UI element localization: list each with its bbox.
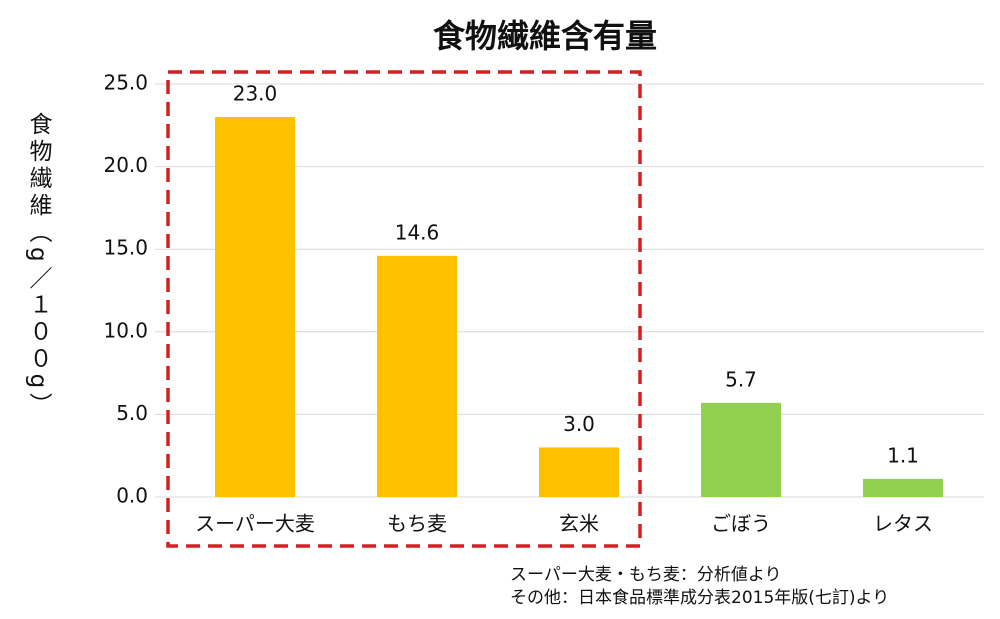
footnote: スーパー大麦・もち麦：分析値より	[510, 565, 782, 585]
bar	[863, 478, 943, 497]
y-tick-label: 0.0	[116, 484, 148, 508]
bar	[215, 117, 295, 497]
y-tick-label: 15.0	[103, 236, 148, 260]
x-tick-label: レタス	[873, 512, 933, 536]
y-tick-label: 10.0	[103, 318, 148, 342]
value-label: 23.0	[233, 82, 278, 106]
y-axis-label: 食物繊維（g／１００g）	[25, 112, 53, 419]
value-label: 3.0	[563, 412, 595, 436]
y-tick-label: 20.0	[103, 153, 148, 177]
value-label: 1.1	[887, 443, 919, 467]
x-tick-label: もち麦	[387, 512, 447, 536]
value-label: 5.7	[725, 367, 757, 391]
bar	[539, 447, 619, 497]
y-tick-label: 5.0	[116, 401, 148, 425]
bar	[701, 402, 781, 497]
x-tick-label: ごぼう	[711, 512, 771, 536]
highlight-box	[166, 70, 642, 548]
x-tick-label: 玄米	[559, 512, 599, 536]
footnote: その他：日本食品標準成分表2015年版(七訂)より	[510, 588, 889, 608]
bar	[377, 255, 457, 497]
chart-title: 食物繊維含有量	[433, 17, 657, 55]
x-tick-label: スーパー大麦	[195, 512, 315, 536]
value-label: 14.6	[395, 220, 440, 244]
y-tick-label: 25.0	[103, 71, 148, 95]
